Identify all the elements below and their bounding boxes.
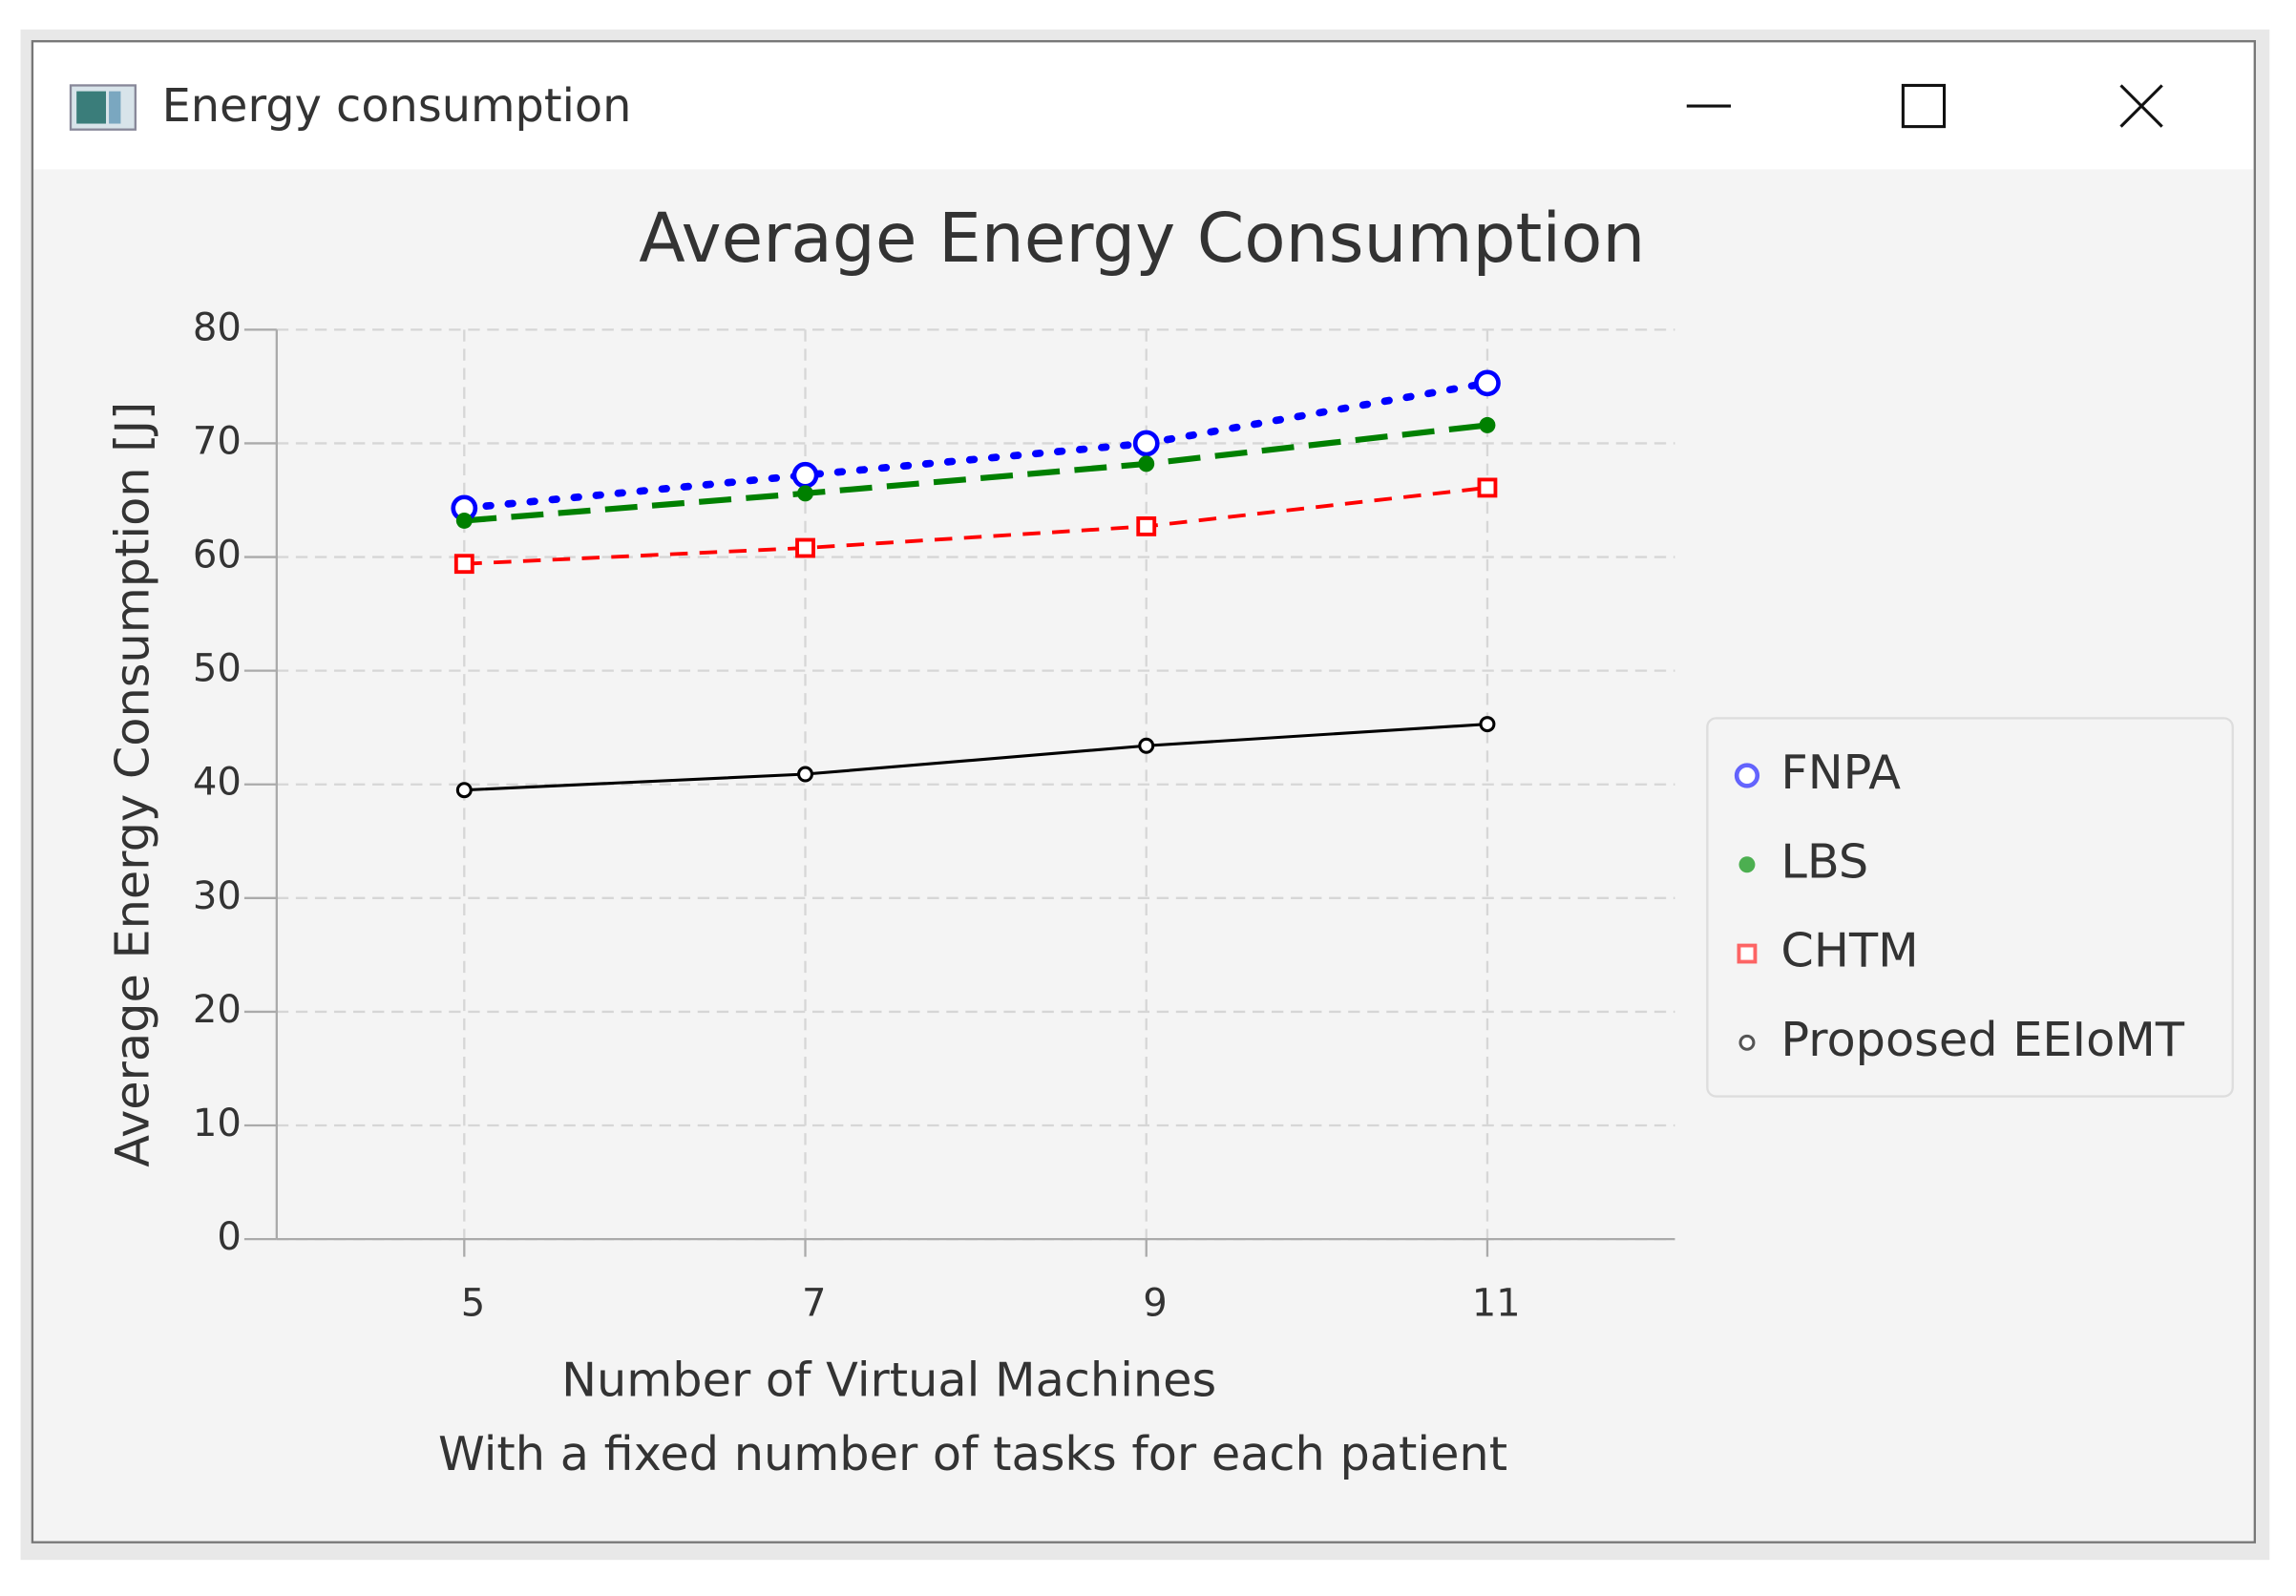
legend	[1706, 717, 2234, 1098]
point	[1132, 430, 1160, 457]
point	[1474, 369, 1501, 397]
point	[1138, 737, 1155, 754]
point	[795, 537, 815, 558]
title-bar	[33, 42, 2254, 170]
point	[1479, 716, 1496, 733]
legend-label: LBS	[1780, 833, 1868, 889]
point	[455, 512, 473, 529]
y-tick-label: 60	[193, 534, 242, 578]
point	[797, 485, 813, 502]
point	[1136, 515, 1157, 536]
y-tick-label: 40	[193, 761, 242, 805]
x-axis-note: With a fixed number of tasks for each pa…	[438, 1426, 1507, 1481]
legend-marker	[1737, 943, 1758, 964]
point	[1477, 477, 1498, 498]
y-axis-label: Average Energy Consumption [J]	[104, 402, 159, 1167]
x-tick-label: 5	[461, 1281, 485, 1325]
y-tick-label: 0	[217, 1215, 242, 1259]
series-line	[464, 422, 1488, 524]
y-tick-label: 20	[193, 988, 242, 1032]
legend-label: CHTM	[1780, 923, 1918, 978]
chart-title: Average Energy Consumption	[639, 199, 1645, 278]
app-icon	[69, 84, 137, 131]
point	[797, 766, 813, 783]
x-tick-label: 9	[1143, 1281, 1168, 1325]
legend-label: Proposed EEIoMT	[1780, 1012, 2184, 1067]
series-line	[464, 723, 1488, 792]
legend-marker	[1734, 763, 1760, 788]
legend-marker	[1738, 856, 1756, 873]
y-tick-label: 80	[193, 305, 242, 349]
x-tick-label: 11	[1472, 1281, 1521, 1325]
y-tick-label: 50	[193, 647, 242, 691]
x-axis-label: Number of Virtual Machines	[561, 1353, 1216, 1408]
series-line	[460, 379, 1491, 513]
point	[1138, 455, 1155, 472]
y-tick-label: 30	[193, 874, 242, 918]
point	[1479, 416, 1496, 433]
point	[453, 554, 474, 575]
series-line	[464, 485, 1488, 566]
x-tick-label: 7	[802, 1281, 826, 1325]
point	[791, 461, 819, 489]
legend-label: FNPA	[1780, 745, 1901, 800]
maximize-button[interactable]	[1901, 83, 1947, 129]
point	[455, 782, 473, 799]
window-title: Energy consumption	[162, 80, 632, 133]
y-tick-label: 70	[193, 419, 242, 463]
legend-marker	[1738, 1034, 1756, 1051]
y-tick-label: 10	[193, 1102, 242, 1145]
close-button[interactable]	[2119, 84, 2163, 128]
